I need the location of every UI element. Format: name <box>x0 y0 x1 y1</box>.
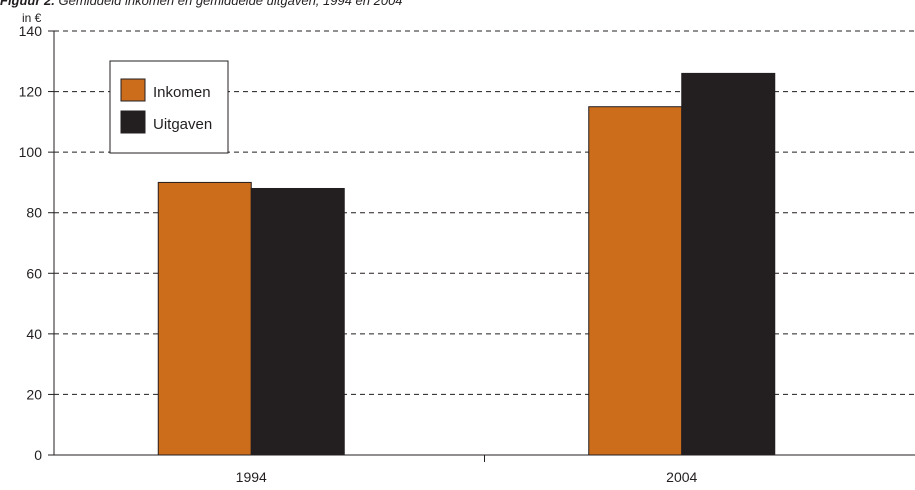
figure-title: Gemiddeld inkomen en gemiddelde uitgaven… <box>58 0 403 8</box>
y-tick-label: 40 <box>26 326 42 342</box>
x-tick-label: 2004 <box>666 469 697 485</box>
legend-label-uitgaven: Uitgaven <box>153 116 212 133</box>
bars <box>157 72 776 456</box>
legend: Inkomen Uitgaven <box>109 60 229 154</box>
bar-inkomen-1994 <box>157 181 252 456</box>
x-axis-ticks: 1994 2004 <box>236 455 698 485</box>
bar-uitgaven-1994 <box>250 187 345 456</box>
figure-caption: Figuur 2. Gemiddeld inkomen en gemiddeld… <box>0 0 403 8</box>
legend-swatch-uitgaven <box>120 110 146 134</box>
y-tick-label: 0 <box>34 447 42 463</box>
x-tick-label: 1994 <box>236 469 267 485</box>
y-tick-label: 100 <box>19 144 43 160</box>
y-axis-ticks: 0 20 40 60 80 100 120 140 <box>19 23 54 463</box>
y-axis-label: in € <box>22 11 42 25</box>
y-tick-label: 120 <box>19 84 43 100</box>
bar-uitgaven-2004 <box>681 72 776 456</box>
legend-box <box>109 60 229 154</box>
legend-swatch-inkomen <box>120 78 146 102</box>
y-tick-label: 140 <box>19 23 43 39</box>
y-tick-label: 20 <box>26 386 42 402</box>
figure-label: Figuur 2. <box>0 0 55 8</box>
bar-inkomen-2004 <box>588 106 683 456</box>
y-tick-label: 80 <box>26 205 42 221</box>
legend-label-inkomen: Inkomen <box>153 84 211 101</box>
y-tick-label: 60 <box>26 265 42 281</box>
